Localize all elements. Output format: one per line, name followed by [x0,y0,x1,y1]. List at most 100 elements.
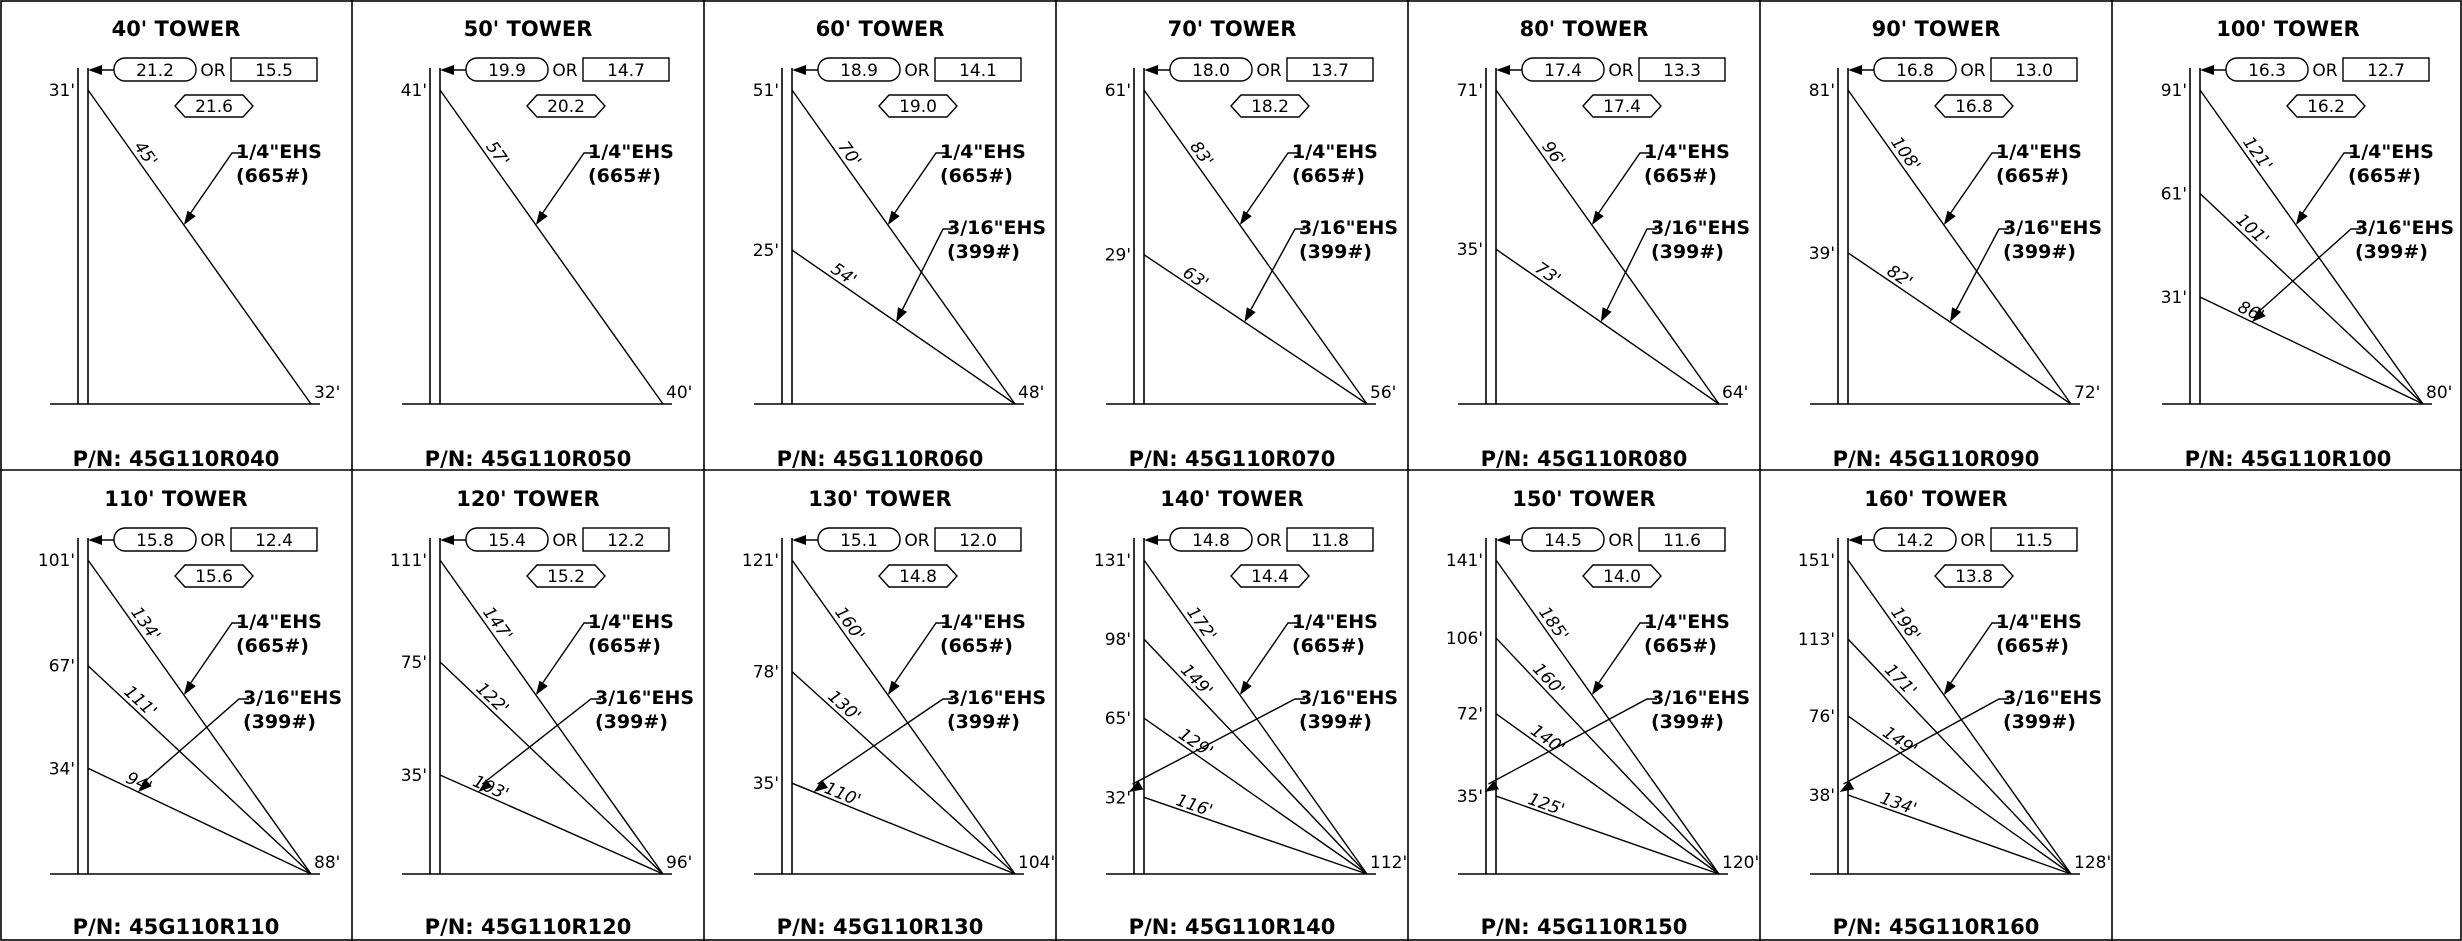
wire-arrow-icon [535,210,548,225]
guy-length-label: 70' [833,138,865,171]
guy-attach-height: 76' [1809,707,1835,727]
guy-length-label: 172' [1182,603,1220,645]
wire-spec-label: 3/16"EHS [1299,217,1398,239]
leader-arrow-icon [1144,535,1158,545]
square-box-value: 11.6 [1663,531,1701,551]
tower-title: 120' TOWER [456,487,599,511]
wire-spec-label: 3/16"EHS [1299,687,1398,709]
square-box-value: 13.0 [2015,61,2053,81]
guy-length-label: 94' [123,768,155,797]
guy-length-label: 82' [1883,261,1916,292]
anchor-distance: 104' [1018,853,1055,873]
or-label: OR [552,531,577,551]
square-value-box [934,57,1022,82]
guy-wire [1847,715,2072,875]
wire-arrow-icon [183,210,196,225]
rounded-box-value: 19.9 [488,61,526,81]
or-label: OR [1608,61,1633,81]
or-label: OR [2312,61,2337,81]
wire-spec-label: 1/4"EHS [1644,611,1730,633]
hexagon-box-value: 19.0 [899,97,937,117]
guy-length-label: 111' [120,682,161,722]
guy-length-label: 185' [1534,603,1572,645]
wire-leader-line [187,152,242,218]
square-box-value: 13.3 [1663,61,1701,81]
wire-arrow-icon [535,680,548,695]
or-label: OR [1256,61,1281,81]
tower-cell: 50' TOWER P/N: 45G110R050 41' 40' 19.9 OR 14.7… [401,17,693,471]
leader-arrow-icon [88,65,102,75]
leader-arrow-icon [792,65,806,75]
guy-attach-height: 29' [1105,246,1131,266]
square-value-box [1638,57,1726,82]
hexagon-value-box [878,564,958,588]
wire-spec-label: 1/4"EHS [1292,611,1378,633]
guy-length-label: 116' [1173,790,1215,821]
guy-wire [1847,794,2072,875]
square-box-value: 13.7 [1311,61,1349,81]
tower-title: 100' TOWER [2216,17,2359,41]
square-value-box [230,527,318,552]
wire-leader-line [1595,152,1650,218]
wire-spec-label: 1/4"EHS [2348,141,2434,163]
wire-rating-label: (399#) [243,711,316,733]
leader-arrow-icon [1848,535,1862,545]
guy-length-label: 83' [1185,138,1217,171]
guy-length-label: 134' [1877,788,1919,819]
square-value-box [934,527,1022,552]
wire-leader-line [1243,622,1298,688]
guy-length-label: 149' [1176,660,1216,701]
wire-rating-label: (665#) [940,165,1013,187]
guy-length-label: 160' [1528,659,1568,700]
wire-arrow-icon [138,778,152,792]
square-box-value: 15.5 [255,61,293,81]
wire-leader-line [899,228,953,315]
wire-leader-line [141,698,249,785]
wire-leader-line [1953,228,2009,315]
square-box-value: 12.2 [607,531,645,551]
wire-arrow-icon [1484,780,1499,792]
tower-cell: 110' TOWER P/N: 45G110R110 101' 88' 15.8 OR 12… [38,487,342,939]
guy-length-label: 171' [1880,660,1920,701]
leader-arrow-icon [440,65,454,75]
guy-attach-height: 35' [1457,787,1483,807]
square-value-box [1286,527,1374,552]
wire-leader-line [1488,698,1657,785]
leader-arrow-icon [1848,65,1862,75]
or-label: OR [552,61,577,81]
wire-arrow-icon [478,779,493,792]
wire-arrow-icon [1239,210,1252,225]
leader-arrow-icon [88,535,102,545]
wire-rating-label: (665#) [1292,165,1365,187]
hexagon-box-value: 21.6 [195,97,233,117]
wire-leader-line [1604,228,1657,315]
hexagon-box-value: 14.4 [1251,567,1289,587]
top-guy-height: 81' [1809,81,1835,101]
square-value-box [2342,57,2430,82]
guy-length-label: 134' [126,603,164,645]
hexagon-value-box [1582,94,1662,118]
guy-wire [1495,248,1720,405]
rounded-box-value: 14.8 [1192,531,1230,551]
tower-title: 40' TOWER [112,17,241,41]
guy-length-label: 108' [1886,133,1924,175]
part-number: P/N: 45G110R120 [425,915,632,939]
wire-spec-label: 1/4"EHS [588,611,674,633]
square-value-box [230,57,318,82]
guy-wire [2199,296,2424,405]
wire-arrow-icon [1950,307,1961,322]
guy-attach-height: 35' [1457,240,1483,260]
guy-wire [1847,89,2072,405]
top-guy-height: 101' [38,551,75,571]
guy-length-label: 160' [830,603,868,645]
guy-attach-height: 75' [401,653,427,673]
wire-rating-label: (399#) [1651,711,1724,733]
anchor-distance: 64' [1722,383,1748,403]
leader-arrow-icon [1496,535,1510,545]
guy-wire [791,249,1016,405]
part-number: P/N: 45G110R130 [777,915,984,939]
guy-wire [2199,89,2424,405]
top-guy-height: 151' [1798,551,1835,571]
wire-arrow-icon [887,680,900,695]
